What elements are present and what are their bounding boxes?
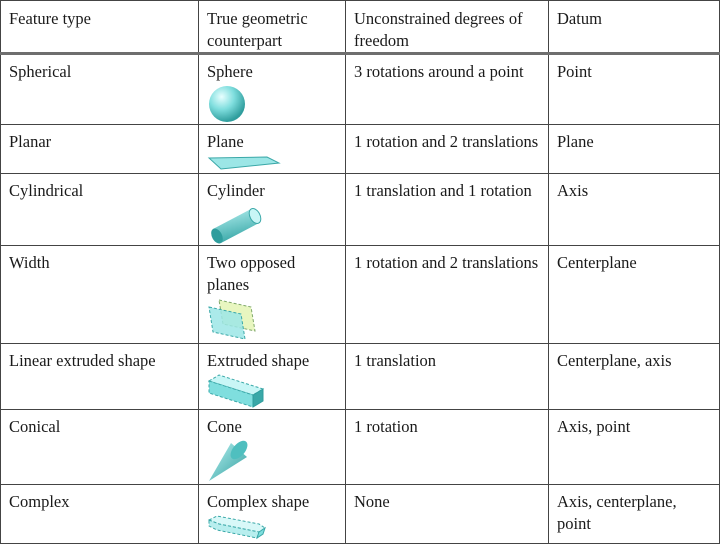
counterpart-cell: Extruded shape (198, 343, 346, 410)
counterpart-cell: Plane (198, 124, 346, 174)
counterpart-label: Sphere (207, 62, 253, 81)
table-row: Width Two opposed planes 1 rotation and … (0, 245, 720, 344)
datum-cell: Axis, centerplane, point (548, 484, 720, 544)
feature-cell: Linear extruded shape (0, 343, 199, 410)
header-counterpart: True geometric counterpart (198, 0, 346, 54)
cone-icon (209, 440, 248, 481)
table-row: Planar Plane 1 rotation and 2 translatio… (0, 124, 720, 174)
counterpart-label: Extruded shape (207, 351, 310, 370)
counterpart-cell: Complex shape (198, 484, 346, 544)
counterpart-label: Plane (207, 132, 244, 151)
extruded-shape-icon (207, 374, 265, 408)
opposed-planes-icon (208, 299, 256, 340)
feature-cell: Cylindrical (0, 173, 199, 246)
cylinder-icon (211, 208, 262, 244)
table-row: Linear extruded shape Extruded shape 1 t… (0, 343, 720, 410)
counterpart-cell: Cylinder (198, 173, 346, 246)
feature-cell: Complex (0, 484, 199, 544)
feature-cell: Conical (0, 409, 199, 485)
table-row: Conical Cone 1 rotation Axis, point (0, 409, 720, 485)
counterpart-label: Cylinder (207, 181, 265, 200)
counterpart-label: Two opposed planes (207, 253, 296, 294)
dof-cell: 1 rotation and 2 translations (345, 124, 549, 174)
dof-cell: 3 rotations around a point (345, 53, 549, 125)
counterpart-cell: Two opposed planes (198, 245, 346, 344)
datum-cell: Axis, point (548, 409, 720, 485)
datum-cell: Centerplane, axis (548, 343, 720, 410)
dof-cell: 1 translation (345, 343, 549, 410)
datum-cell: Axis (548, 173, 720, 246)
counterpart-label: Complex shape (207, 492, 310, 511)
counterpart-cell: Cone (198, 409, 346, 485)
datum-cell: Point (548, 53, 720, 125)
plane-icon (207, 156, 281, 170)
dof-cell: 1 translation and 1 rotation (345, 173, 549, 246)
table-row: Complex Complex shape None Axis, centerp… (0, 484, 720, 544)
table-row: Cylindrical Cylinder 1 translation and 1… (0, 173, 720, 246)
datum-cell: Plane (548, 124, 720, 174)
sphere-icon (209, 86, 245, 122)
header-row: Feature type True geometric counterpart … (0, 0, 720, 54)
counterpart-cell: Sphere (198, 53, 346, 125)
header-feature-type: Feature type (0, 0, 199, 54)
complex-shape-icon (207, 515, 266, 540)
header-dof: Unconstrained degrees of freedom (345, 0, 549, 54)
feature-cell: Width (0, 245, 199, 344)
dof-cell: 1 rotation (345, 409, 549, 485)
header-datum: Datum (548, 0, 720, 54)
counterpart-label: Cone (207, 417, 242, 436)
table-row: Spherical Sphere 3 rotations around a po… (0, 53, 720, 125)
dof-cell: None (345, 484, 549, 544)
feature-cell: Planar (0, 124, 199, 174)
datum-cell: Centerplane (548, 245, 720, 344)
dof-cell: 1 rotation and 2 translations (345, 245, 549, 344)
feature-cell: Spherical (0, 53, 199, 125)
